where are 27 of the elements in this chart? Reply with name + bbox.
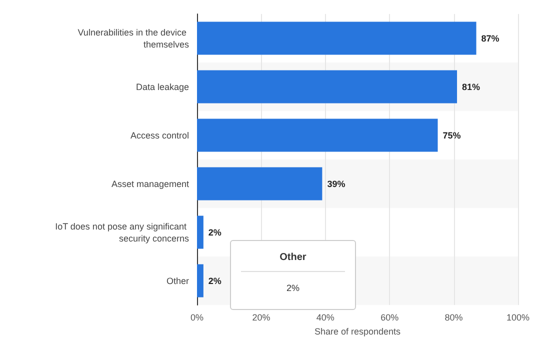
y-tick-label: IoT does not pose any significant security concerns (55, 221, 190, 244)
data-label: 87% (481, 33, 500, 44)
bar (197, 216, 204, 249)
x-tick-label: 100% (506, 312, 530, 322)
annotation: Other (241, 241, 345, 272)
y-tick-label: Data leakage (136, 82, 189, 92)
x-tick-label: 80% (444, 312, 463, 322)
bar (197, 264, 204, 298)
bar (197, 22, 476, 55)
x-tick-label: 40% (316, 312, 334, 322)
y-tick-label: Other (166, 276, 189, 286)
bar (197, 167, 322, 200)
x-tick-label: 0% (190, 312, 204, 322)
data-label: 75% (442, 130, 461, 140)
data-label: 81% (462, 82, 480, 92)
annotation: 2% (285, 282, 300, 293)
data-label: 2% (208, 276, 222, 286)
tooltip-box: Other 2% (230, 240, 356, 310)
x-axis-title: Share of respondents (314, 326, 402, 336)
y-tick-label: Vulnerabilities in the device themselves (78, 27, 190, 50)
y-tick-label: Asset management (111, 178, 190, 189)
data-label: 39% (327, 178, 346, 189)
x-tick-label: 20% (252, 312, 270, 322)
bar (197, 118, 438, 152)
y-tick-label: Access control (130, 130, 189, 140)
x-tick-label: 60% (380, 312, 399, 322)
data-label: 2% (208, 227, 222, 238)
